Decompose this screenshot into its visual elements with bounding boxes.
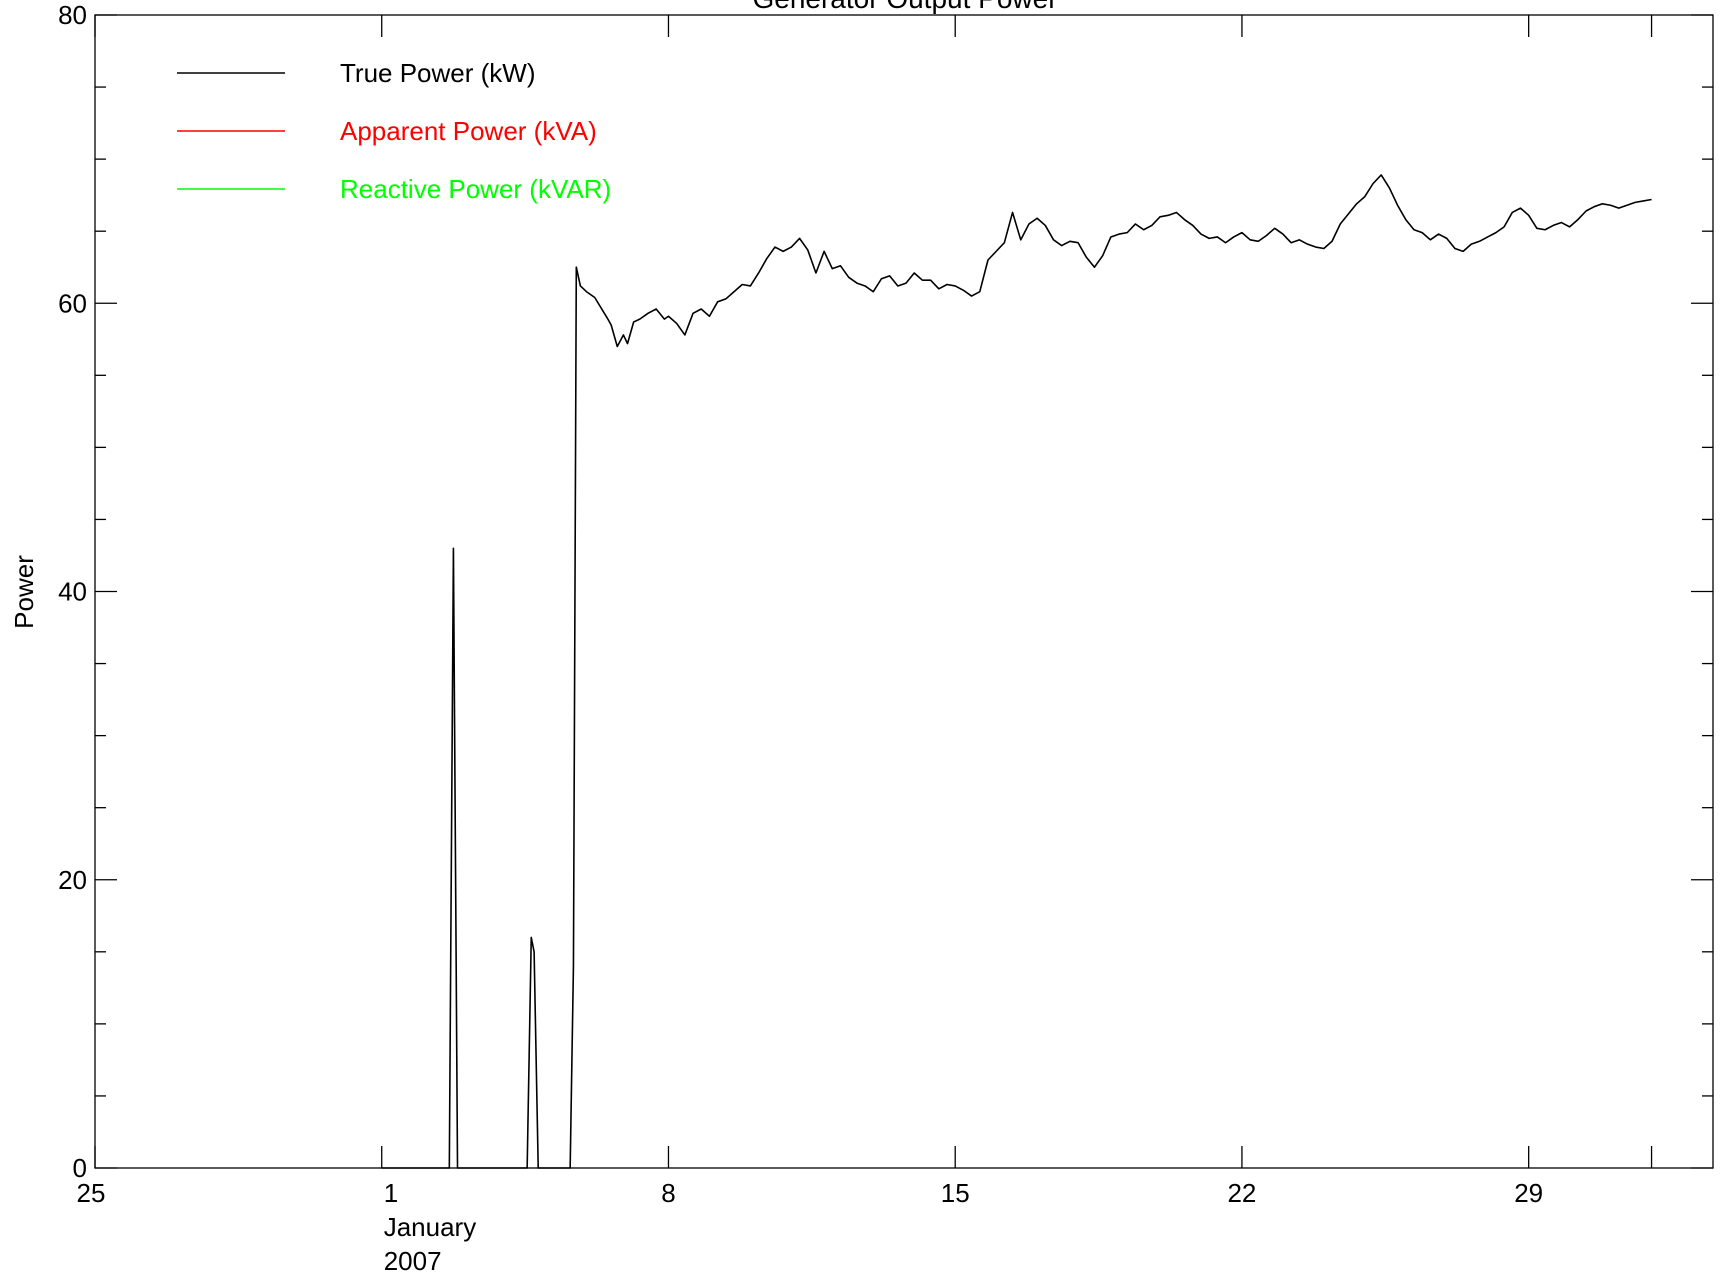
y-axis-label: Power <box>9 555 39 629</box>
y-tick-label: 0 <box>73 1153 87 1183</box>
x-tick-label: 29 <box>1514 1178 1543 1208</box>
legend-label: Apparent Power (kVA) <box>340 116 597 146</box>
y-tick-label: 20 <box>58 865 87 895</box>
x-tick-label: 15 <box>941 1178 970 1208</box>
x-axis-sublabel: January 2007 <box>384 1212 477 1272</box>
x-sublabel-line: January <box>384 1212 477 1242</box>
legend: True Power (kW) Apparent Power (kVA) React… <box>177 58 611 204</box>
x-tick-label: 1 <box>384 1178 398 1208</box>
x-tick-label: 8 <box>661 1178 675 1208</box>
x-axis: 25 1 8 15 22 29 <box>77 15 1653 1208</box>
legend-label: Reactive Power (kVAR) <box>340 174 611 204</box>
legend-label: True Power (kW) <box>340 58 536 88</box>
y-axis: 0 20 40 60 80 <box>58 0 1713 1183</box>
x-tick-label: 25 <box>77 1178 106 1208</box>
y-tick-label: 40 <box>58 577 87 607</box>
series-line-0 <box>381 174 1652 1169</box>
series-layer <box>381 174 1652 1169</box>
y-tick-label: 60 <box>58 288 87 318</box>
plot-frame <box>94 14 1714 1169</box>
x-tick-label: 22 <box>1227 1178 1256 1208</box>
chart-title: Generator Output Power <box>752 0 1057 14</box>
x-sublabel-line: 2007 <box>384 1246 442 1272</box>
y-tick-label: 80 <box>58 0 87 30</box>
